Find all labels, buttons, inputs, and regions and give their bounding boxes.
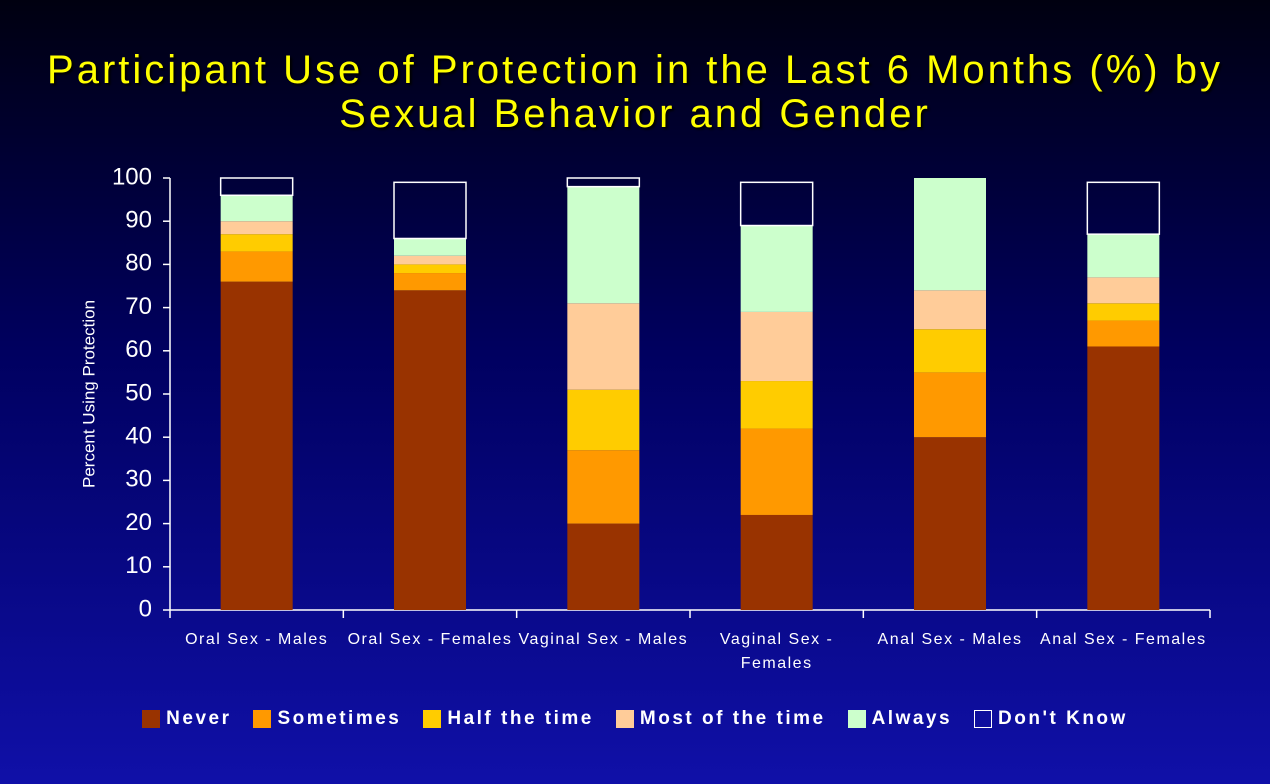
bar-segment <box>220 281 293 610</box>
y-tick-label: 100 <box>112 163 152 190</box>
bar-segment <box>220 251 293 282</box>
legend-item: Half the time <box>423 708 594 730</box>
bar-segment <box>567 186 640 304</box>
y-axis-label: Percent Using Protection <box>79 300 98 488</box>
bar-segment <box>740 311 813 382</box>
legend-item: Sometimes <box>253 708 401 730</box>
bar-segment <box>394 238 466 256</box>
bar-segment <box>739 181 814 227</box>
bar-segment <box>220 234 293 252</box>
bar-segment <box>393 181 467 240</box>
legend-item: Always <box>847 708 953 730</box>
y-tick-label: 90 <box>125 207 152 234</box>
chart-title: Participant Use of Protection in the Las… <box>47 48 1223 136</box>
y-tick-label: 50 <box>125 379 152 406</box>
bar-segment <box>1087 277 1160 304</box>
y-tick-label: 40 <box>125 423 152 450</box>
bar-segment <box>914 290 986 330</box>
bar-segment <box>740 428 813 515</box>
x-tick-label: Oral Sex - Females <box>347 631 513 648</box>
bar-segment <box>567 303 640 390</box>
bar-segment <box>914 437 986 610</box>
legend-label: Always <box>871 708 953 729</box>
bar-segment <box>1087 346 1160 610</box>
legend-label: Half the time <box>447 708 594 729</box>
legend-label: Never <box>166 708 232 729</box>
bar-segment <box>567 389 640 451</box>
bar-segment <box>914 372 986 438</box>
bar-segment <box>914 329 986 373</box>
x-tick-label: Oral Sex - Males <box>185 631 329 648</box>
y-tick-label: 0 <box>139 595 152 622</box>
legend-swatch <box>974 710 993 728</box>
bar-segment <box>566 177 641 188</box>
x-tick-label: Vaginal Sex - Males <box>518 631 689 648</box>
bar-segment <box>567 450 640 524</box>
bar-segment <box>914 178 986 291</box>
bar-segment <box>1087 234 1160 278</box>
x-tick-label: Anal Sex - Females <box>1040 631 1207 648</box>
bar-segment <box>740 225 813 312</box>
legend-swatch <box>142 710 161 728</box>
legend-swatch <box>615 710 634 728</box>
y-tick-label: 60 <box>125 336 152 363</box>
bar-segment <box>1087 320 1160 347</box>
bar-segment <box>219 177 294 197</box>
bar-segment <box>1087 303 1160 321</box>
y-tick-label: 10 <box>125 552 152 579</box>
y-tick-label: 20 <box>125 509 152 536</box>
x-tick-label: Anal Sex - Males <box>877 631 1023 648</box>
bar-segment <box>740 514 813 610</box>
bar-segment <box>740 381 813 429</box>
y-tick-label: 70 <box>125 293 152 320</box>
legend-swatch <box>253 710 272 728</box>
legend-item: Never <box>142 708 231 730</box>
bar-segment <box>567 523 640 610</box>
legend-item: Most of the time <box>615 708 826 730</box>
x-tick-label: Vaginal Sex - Females <box>719 631 834 672</box>
bar-segment <box>1086 181 1161 235</box>
legend: Never Sometimes Half the time Most of the t… <box>0 708 1270 730</box>
legend-label: Sometimes <box>277 708 402 729</box>
bar-segment <box>220 195 293 222</box>
y-tick-label: 30 <box>125 466 152 493</box>
legend-label: Most of the time <box>639 708 826 729</box>
legend-swatch <box>423 710 442 728</box>
bar-segment <box>394 255 466 265</box>
legend-label: Don't Know <box>998 708 1128 729</box>
bar-segment <box>394 273 466 291</box>
bar-segment <box>394 264 466 274</box>
y-tick-label: 80 <box>125 250 152 277</box>
legend-swatch <box>847 710 866 728</box>
legend-item: Don't Know <box>974 708 1128 730</box>
bar-segment <box>220 221 293 235</box>
bar-segment <box>394 290 466 610</box>
